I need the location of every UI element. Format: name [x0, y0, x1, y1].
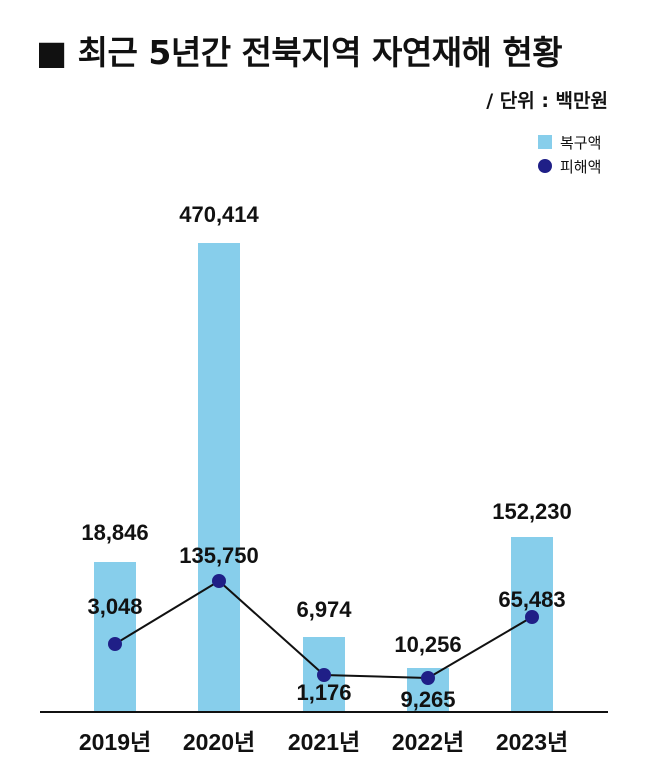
legend-label: 피해액: [560, 157, 602, 176]
line-value-label: 3,048: [87, 594, 142, 619]
x-tick-label: 2021년: [288, 729, 360, 755]
bar-value-label: 6,974: [296, 597, 352, 622]
line-value-label: 135,750: [179, 543, 259, 568]
bar-value-label: 10,256: [394, 632, 461, 657]
bar-value-label: 152,230: [492, 499, 572, 524]
bar-value-label: 18,846: [81, 520, 148, 545]
x-tick-label: 2022년: [392, 729, 464, 755]
damage-point-2: [212, 574, 226, 588]
legend-label: 복구액: [560, 133, 602, 152]
line-value-label: 65,483: [498, 587, 565, 612]
x-tick-label: 2023년: [496, 729, 568, 755]
damage-point-4: [421, 671, 435, 685]
damage-point-3: [317, 668, 331, 682]
legend-line-swatch: [538, 159, 552, 173]
line-value-label: 1,176: [296, 680, 351, 705]
legend-item-bar: 복구액: [538, 130, 601, 154]
bar-recovery-2: [198, 243, 240, 712]
damage-point-1: [108, 637, 122, 651]
x-tick-label: 2020년: [183, 729, 255, 755]
legend-bar-swatch: [538, 135, 552, 149]
legend: 복구액 피해액: [538, 130, 601, 178]
damage-point-5: [525, 610, 539, 624]
chart-title: ■ 최근 5년간 전북지역 자연재해 현황: [36, 33, 563, 72]
x-tick-label: 2019년: [79, 729, 151, 755]
bar-value-label: 470,414: [179, 202, 259, 227]
unit-label: / 단위 : 백만원: [486, 90, 608, 112]
line-value-label: 9,265: [400, 687, 455, 712]
legend-item-line: 피해액: [538, 154, 601, 178]
